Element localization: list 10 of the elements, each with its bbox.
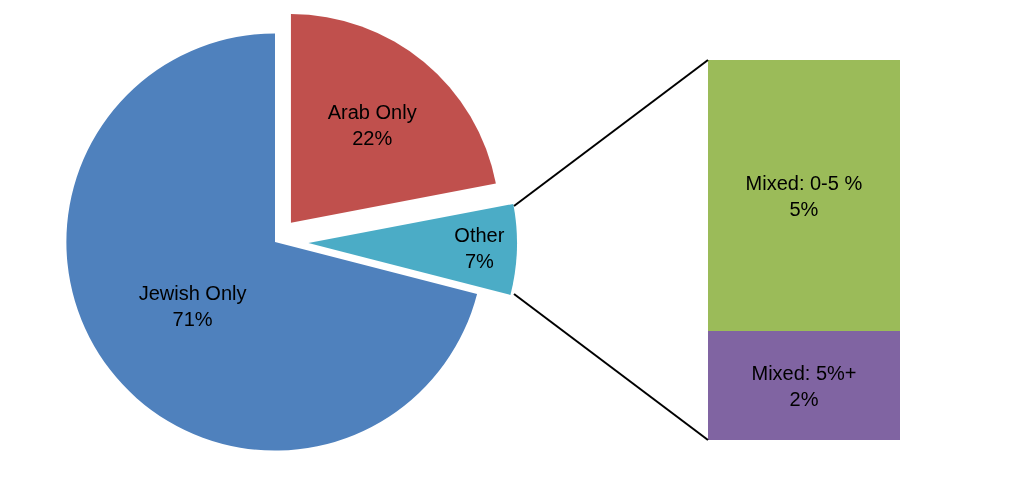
data-label: 5% [789,197,819,220]
series-label: Mixed: 5%+ [751,361,857,384]
series-label: Mixed: 0-5 % [745,171,863,194]
data-label: 7% [464,250,495,273]
slice-label: Arab Only [327,100,417,123]
data-label: 71% [172,307,213,330]
data-label: 22% [352,126,393,149]
slice-label: Jewish Only [138,281,247,304]
data-label: 2% [789,387,819,410]
slice-label: Other [454,224,505,247]
